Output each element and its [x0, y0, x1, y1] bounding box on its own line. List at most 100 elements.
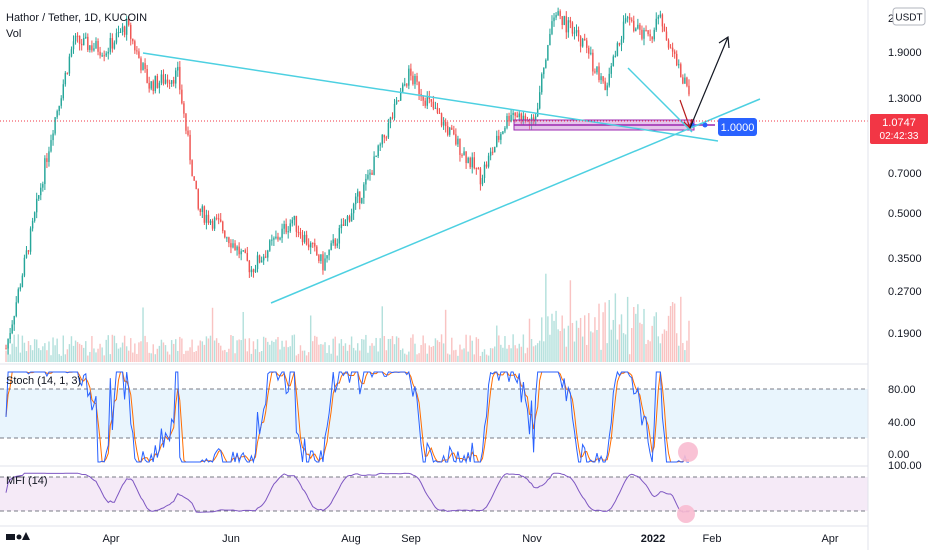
time-axis[interactable]: Apr Jun Aug Sep Nov 2022 Feb Apr [0, 525, 868, 545]
candle-body [220, 219, 222, 222]
candle-body [598, 66, 600, 81]
volume-bar [199, 340, 201, 362]
candle-body [21, 275, 24, 287]
volume-bar [512, 334, 514, 362]
candle-body [199, 208, 201, 212]
candle-body [138, 51, 140, 59]
candle-body [487, 155, 490, 167]
volume-bar [352, 347, 355, 362]
volume-bar [111, 334, 114, 362]
lower-trendline[interactable] [270, 98, 761, 304]
volume-bar [665, 330, 668, 362]
upper-trendline[interactable] [142, 52, 719, 142]
volume-bar [449, 354, 451, 362]
volume-bar [66, 349, 69, 362]
candle-body [414, 75, 416, 85]
price-axis[interactable]: 2 USDT 1.9000 1.3000 0.7000 0.5000 0.350… [867, 0, 928, 550]
time-label: 2022 [641, 533, 665, 545]
up-arrow[interactable] [689, 36, 729, 129]
volume-bar [275, 339, 277, 362]
candle-body [391, 117, 394, 119]
current-price-label[interactable] [870, 114, 928, 144]
volume-bar [15, 346, 17, 362]
volume-bar [230, 335, 232, 362]
volume-bar [205, 336, 208, 362]
candle-body [614, 55, 617, 57]
volume-bar [307, 352, 310, 362]
volume-bar [164, 345, 167, 362]
volume-bar [514, 345, 516, 362]
volume-bar [346, 350, 349, 362]
level-anchor-right[interactable] [702, 122, 708, 128]
volume-bar [152, 344, 154, 362]
candle-body [590, 52, 592, 54]
volume-bar [446, 353, 449, 362]
volume-bar [160, 339, 163, 362]
candle-body [52, 133, 54, 141]
volume-bar [444, 309, 447, 362]
candle-body [583, 38, 586, 41]
volume-bar [197, 345, 199, 362]
volume-bar [381, 306, 383, 362]
volume-bar [420, 345, 422, 362]
volume-bar [467, 351, 469, 362]
volume-bar [246, 351, 249, 362]
candle-body [234, 243, 236, 251]
mfi-pane[interactable]: MFI (14) [0, 465, 868, 523]
volume-bar [561, 315, 563, 362]
candle-body [336, 243, 338, 246]
level-label-text: 1.0000 [721, 122, 755, 134]
volume-bar [545, 273, 547, 362]
candle-body [346, 216, 349, 220]
volume-bar [680, 296, 682, 362]
volume-bar [107, 335, 109, 362]
volume-bar [375, 337, 377, 362]
stoch-highlight-circle[interactable] [678, 442, 698, 462]
candle-body [541, 74, 543, 93]
volume-bar [422, 335, 424, 362]
candle-body [461, 154, 463, 156]
volume-bar [109, 354, 112, 362]
candle-body [330, 243, 332, 250]
candle-body [23, 257, 26, 276]
volume-bar [590, 331, 592, 362]
volume-bar [46, 350, 48, 362]
volume-bar [42, 346, 44, 362]
volume-bar [485, 354, 488, 362]
volume-bar [340, 339, 343, 362]
candle-body [340, 224, 343, 229]
stoch-pane[interactable]: Stoch (14, 1, 3) [0, 363, 868, 464]
volume-bar [168, 354, 171, 362]
candle-body [432, 101, 435, 109]
candle-body [262, 256, 265, 261]
time-label: Aug [341, 533, 361, 545]
volume-bar [606, 343, 608, 362]
volume-bar [373, 345, 375, 362]
volume-bar [502, 347, 504, 362]
volume-bar [222, 350, 224, 362]
candle-body [154, 76, 157, 92]
volume-bar [31, 350, 34, 362]
candle-body [33, 212, 36, 221]
down-arrow[interactable] [679, 99, 691, 129]
candle-body [381, 134, 383, 145]
candle-body [64, 72, 67, 85]
volume-bar [367, 352, 369, 362]
candle-body [669, 47, 672, 49]
candle-body [551, 21, 553, 34]
candle-body [678, 64, 680, 66]
currency-button[interactable] [892, 7, 926, 26]
volume-bar [498, 335, 500, 362]
volume-bar [586, 344, 588, 362]
candle-body [256, 255, 259, 269]
volume-bar [377, 351, 379, 362]
vol-label: Vol [6, 28, 21, 40]
volume-bar [657, 336, 660, 362]
volume-bar [316, 336, 318, 362]
candle-body [651, 36, 653, 40]
mfi-highlight-circle[interactable] [677, 505, 695, 523]
level-label-box[interactable] [718, 118, 757, 136]
candle-body [181, 89, 183, 104]
price-pane[interactable]: 1.0000 [0, 0, 868, 362]
